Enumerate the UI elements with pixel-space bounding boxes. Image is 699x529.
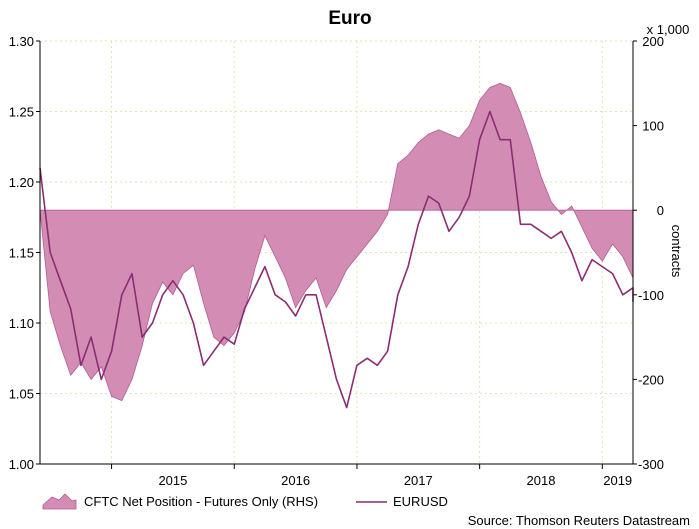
legend-swatch-cftc	[42, 493, 77, 510]
x-tick-label: 2016	[281, 473, 310, 488]
left-tick-label: 1.20	[9, 175, 34, 190]
cftc-area	[39, 82, 634, 402]
left-tick-label: 1.10	[9, 316, 34, 331]
x-tick-label: 2015	[158, 473, 187, 488]
legend-label-cftc: CFTC Net Position - Futures Only (RHS)	[84, 494, 318, 509]
left-tick-label: 1.15	[9, 246, 34, 261]
eurusd-line	[39, 110, 634, 409]
x-tick-label: 2018	[527, 473, 556, 488]
right-tick-label: -300	[638, 457, 664, 472]
left-tick-label: 1.25	[9, 105, 34, 120]
left-tick-label: 1.30	[9, 34, 34, 49]
chart-title: Euro	[328, 8, 371, 29]
left-tick-label: 1.05	[9, 387, 34, 402]
left-tick-label: 1.00	[9, 457, 34, 472]
right-tick-label: 0	[657, 203, 664, 218]
legend-label-eurusd: EURUSD	[393, 494, 448, 509]
right-axis-label: contracts	[669, 225, 684, 278]
axes: 1.00 1.05 1.10 1.15 1.20 1.25 1.30 -300 -200 -100…	[9, 34, 664, 488]
right-tick-label: -100	[638, 288, 664, 303]
eurusd-line-series	[39, 110, 634, 409]
right-tick-label: 200	[642, 34, 664, 49]
x-tick-label: 2019	[603, 473, 632, 488]
source-note: Source: Thomson Reuters Datastream	[468, 513, 690, 528]
right-axis-unit: x 1,000	[647, 22, 690, 37]
right-tick-label: -200	[638, 372, 664, 387]
right-tick-label: 100	[642, 119, 664, 134]
x-tick-label: 2017	[404, 473, 433, 488]
cftc-area-series	[39, 82, 634, 402]
legend: CFTC Net Position - Futures Only (RHS) E…	[42, 493, 448, 510]
